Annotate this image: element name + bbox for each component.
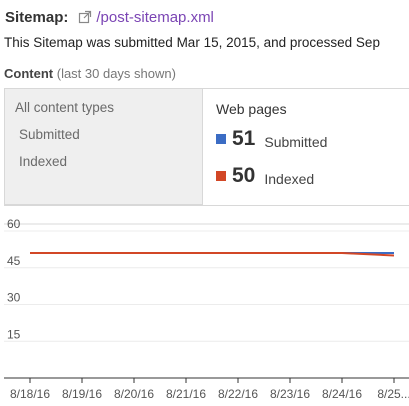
sitemap-description: This Sitemap was submitted Mar 15, 2015,… — [4, 35, 380, 50]
tab-all-indexed: Indexed — [19, 154, 68, 169]
submitted-label: Submitted — [264, 133, 328, 150]
tab-web-pages-title: Web pages — [216, 101, 287, 117]
x-tick-label: 8/24/16 — [322, 387, 362, 401]
x-tick-label: 8/19/16 — [62, 387, 102, 401]
content-note: (last 30 days shown) — [56, 66, 176, 81]
external-link-icon[interactable] — [78, 10, 92, 24]
sitemap-link[interactable]: /post-sitemap.xml — [96, 8, 214, 26]
x-tick-label: 8/18/16 — [10, 387, 50, 401]
content-label: Content — [4, 66, 54, 81]
tab-all-submitted: Submitted — [19, 127, 80, 142]
content-heading: Content (last 30 days shown) — [4, 66, 176, 81]
series-line-indexed — [30, 252, 395, 257]
y-tick-label: 45 — [7, 254, 21, 268]
sitemap-chart: 60 45 30 15 8/18/16 8/19/16 8/20/16 8/21/16 8/22… — [4, 217, 409, 401]
submitted-count: 51 — [232, 127, 256, 150]
tab-all-content-types[interactable]: All content types Submitted Indexed — [4, 88, 203, 205]
x-tick-label: 8/20/16 — [114, 387, 154, 401]
metric-submitted[interactable]: 51 Submitted — [216, 127, 327, 151]
y-tick-label: 30 — [7, 291, 21, 305]
x-tick-label: 8/25... — [377, 387, 409, 401]
tab-all-content-title: All content types — [15, 100, 115, 115]
y-tick-label: 60 — [7, 217, 21, 231]
x-tick-label: 8/21/16 — [166, 387, 206, 401]
y-tick-label: 15 — [7, 327, 21, 341]
sitemap-header: Sitemap: /post-sitemap.xml — [5, 6, 214, 28]
metric-indexed[interactable]: 50 Indexed — [216, 164, 314, 188]
sitemap-label: Sitemap: — [5, 8, 69, 26]
x-tick-label: 8/22/16 — [218, 387, 258, 401]
tabs-divider — [4, 205, 409, 206]
content-type-tabs: All content types Submitted Indexed Web … — [4, 88, 409, 206]
submitted-swatch — [216, 134, 226, 144]
indexed-label: Indexed — [264, 170, 315, 187]
x-tick-label: 8/23/16 — [270, 387, 310, 401]
indexed-count: 50 — [232, 164, 256, 187]
indexed-swatch — [216, 171, 226, 181]
tab-web-pages[interactable]: Web pages 51 Submitted 50 Indexed — [202, 88, 409, 206]
